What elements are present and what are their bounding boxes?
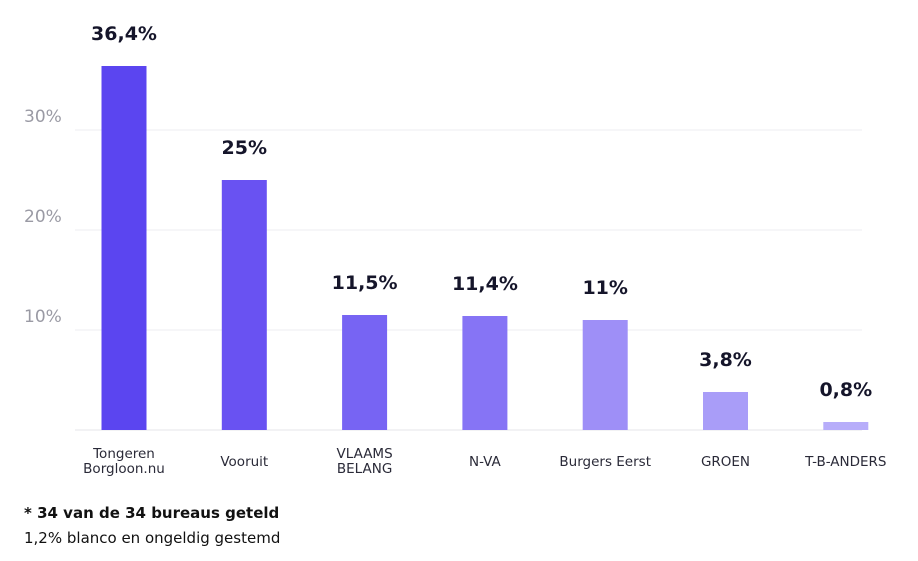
data-label: 25% <box>222 137 267 159</box>
data-label: 11% <box>582 277 627 299</box>
bar <box>101 66 147 430</box>
y-tick-label: 30% <box>24 107 62 127</box>
x-tick-label: VLAAMS <box>337 446 393 462</box>
data-label: 0,8% <box>819 379 872 401</box>
blank-votes-footnote: 1,2% blanco en ongeldig gestemd <box>24 529 281 547</box>
x-tick-label: N-VA <box>469 454 502 470</box>
x-tick-label: Borgloon.nu <box>83 461 165 477</box>
data-label: 11,4% <box>452 273 518 295</box>
y-tick-label: 10% <box>24 307 62 327</box>
bar <box>582 320 628 430</box>
x-tick-label: Tongeren <box>92 446 155 462</box>
bar <box>462 316 508 430</box>
x-tick-label: Vooruit <box>220 454 268 470</box>
bar <box>342 315 388 430</box>
bar <box>823 422 869 430</box>
y-tick-label: 20% <box>24 207 62 227</box>
data-label: 36,4% <box>91 23 157 45</box>
data-label: 11,5% <box>332 272 398 294</box>
x-tick-label: BELANG <box>337 461 392 477</box>
x-tick-label: T-B-ANDERS <box>804 454 886 470</box>
x-tick-label: Burgers Eerst <box>559 454 651 470</box>
bar <box>703 392 748 430</box>
bar <box>221 180 267 430</box>
x-tick-label: GROEN <box>701 454 750 470</box>
data-label: 3,8% <box>699 349 752 371</box>
counted-footnote: * 34 van de 34 bureaus geteld <box>24 504 280 522</box>
